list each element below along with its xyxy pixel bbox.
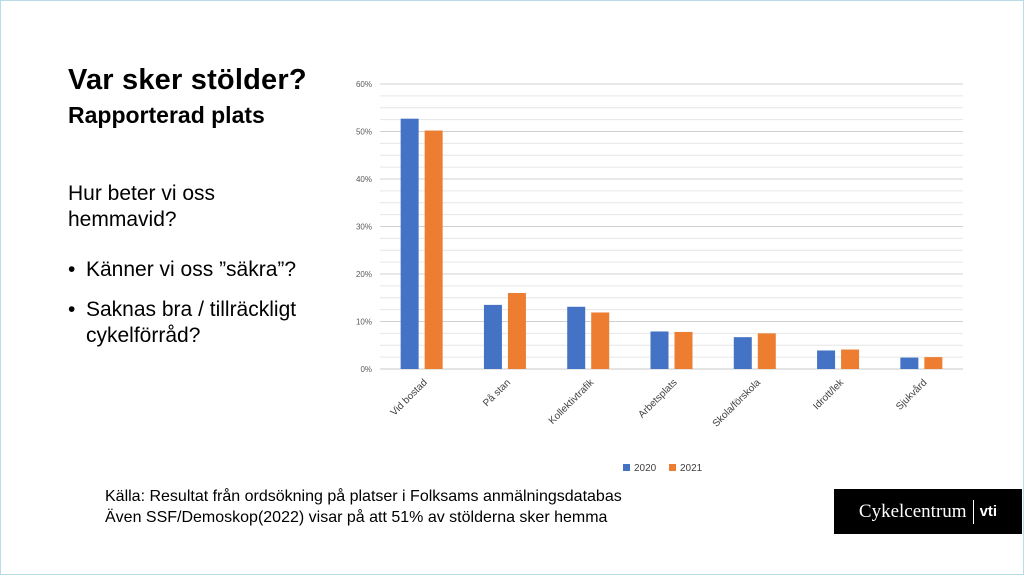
- y-tick-label: 50%: [356, 128, 372, 137]
- source-line-2: Även SSF/Demoskop(2022) visar på att 51%…: [105, 509, 608, 526]
- bullet-text: Känner vi oss ”säkra”?: [86, 258, 297, 281]
- logo-sub-text: vti: [979, 503, 998, 520]
- bullet-dot-icon: •: [68, 258, 76, 281]
- cykelcentrum-vti-logo: Cykelcentrum vti: [834, 489, 1022, 534]
- y-tick-label: 30%: [356, 223, 372, 232]
- logo-main-text: Cykelcentrum: [858, 500, 967, 522]
- bar-2020-5: [733, 337, 752, 369]
- logo-divider: [972, 499, 974, 524]
- bar-2020-4: [650, 331, 669, 369]
- bar-2021-3: [591, 312, 610, 369]
- x-axis-labels: Vid bostad På stan Kollektivtrafik Arbetspl…: [389, 377, 930, 430]
- chart-legend: 2020 2021: [623, 463, 703, 474]
- gridlines: [380, 83, 963, 370]
- bullet-item: • Känner vi oss ”säkra”?: [68, 257, 338, 283]
- y-tick-label: 40%: [356, 175, 372, 184]
- x-category-label: På stan: [481, 377, 513, 409]
- x-category-label: Skola/förskola: [711, 377, 763, 429]
- bullet-list: • Känner vi oss ”säkra”? • Saknas bra / ti…: [68, 257, 338, 363]
- bar-2020-2: [483, 304, 502, 369]
- bar-2021-7: [924, 357, 943, 369]
- bars: [400, 118, 943, 369]
- bar-2021-2: [507, 293, 526, 369]
- bar-2020-6: [817, 350, 836, 369]
- legend-swatch: [623, 464, 630, 471]
- y-tick-label: 60%: [356, 80, 372, 89]
- bullet-item: • Saknas bra / tillräckligt cykelförråd?: [68, 297, 338, 349]
- y-tick-label: 0%: [360, 365, 372, 374]
- x-category-label: Vid bostad: [389, 377, 430, 418]
- x-category-label: Arbetsplats: [636, 377, 679, 420]
- legend-label: 2020: [634, 463, 657, 474]
- y-axis-ticks: 0% 10% 20% 30% 40% 50% 60%: [356, 80, 372, 374]
- bar-2021-1: [424, 130, 443, 369]
- slide-subtitle: Rapporterad plats: [68, 102, 265, 128]
- y-tick-label: 20%: [356, 270, 372, 279]
- question-text: Hur beter vi oss hemmavid?: [68, 182, 216, 231]
- bullet-text: Saknas bra / tillräckligt cykelförråd?: [86, 298, 297, 347]
- y-tick-label: 10%: [356, 318, 372, 327]
- x-category-label: Idrott/lek: [811, 377, 847, 413]
- bar-2020-7: [900, 357, 919, 369]
- legend-swatch: [669, 464, 676, 471]
- source-note: Källa: Resultat från ordsökning på plats…: [105, 486, 622, 528]
- bar-2020-1: [400, 118, 419, 369]
- x-category-label: Kollektivtrafik: [547, 377, 597, 427]
- bar-2021-6: [841, 349, 860, 369]
- source-line-1: Källa: Resultat från ordsökning på plats…: [105, 488, 622, 505]
- bar-2020-3: [567, 306, 586, 369]
- legend-label: 2021: [680, 463, 703, 474]
- bar-2021-5: [757, 333, 776, 369]
- slide-title: Var sker stölder?: [68, 64, 307, 96]
- bar-2021-4: [674, 331, 693, 369]
- bullet-dot-icon: •: [68, 298, 76, 321]
- x-category-label: Sjukvård: [893, 377, 929, 413]
